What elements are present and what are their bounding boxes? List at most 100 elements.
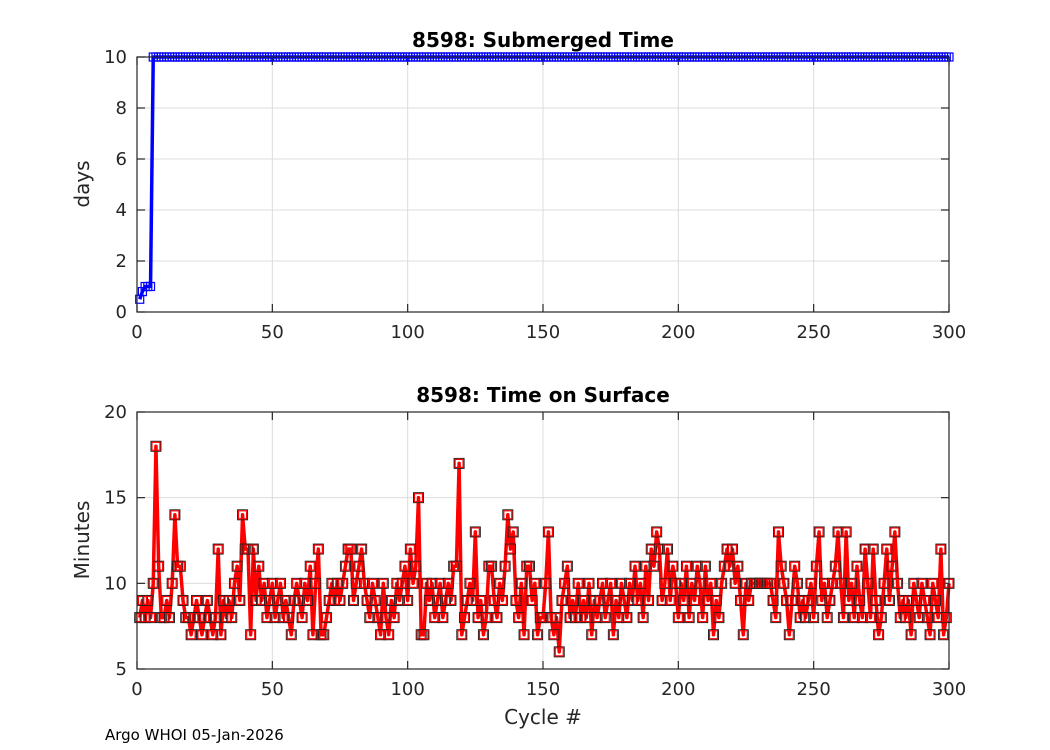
data-point — [354, 561, 364, 571]
data-point — [503, 510, 513, 520]
data-point-outline — [513, 612, 525, 624]
data-point-outline — [261, 612, 273, 624]
data-point-outline — [356, 543, 368, 555]
data-point — [581, 612, 591, 623]
data-point — [151, 441, 161, 451]
data-point — [389, 612, 399, 623]
data-point — [378, 578, 388, 588]
data-point-outline — [561, 560, 573, 572]
y-tick-label: 10 — [104, 573, 127, 594]
data-point — [649, 561, 659, 571]
data-point — [511, 595, 521, 606]
data-point-outline — [196, 629, 208, 641]
data-point-outline — [369, 594, 381, 606]
data-point-outline — [529, 577, 541, 589]
data-point-outline — [299, 577, 311, 589]
data-point-outline — [667, 560, 679, 572]
data-point-outline — [705, 577, 717, 589]
data-point-outline — [678, 594, 690, 606]
data-point — [803, 595, 813, 606]
data-point-outline — [280, 594, 292, 606]
data-point — [319, 630, 329, 640]
x-tick-label: 100 — [390, 322, 424, 343]
data-point — [679, 595, 689, 606]
data-point-outline — [269, 612, 281, 624]
data-point — [419, 630, 429, 640]
data-point-outline — [648, 560, 660, 572]
data-point — [643, 595, 654, 606]
data-point-outline — [708, 629, 720, 641]
data-point-outline — [824, 594, 836, 606]
data-point — [235, 595, 245, 606]
data-point-outline — [445, 594, 457, 606]
data-point — [809, 612, 819, 623]
data-point-outline — [607, 629, 619, 641]
data-point — [413, 493, 424, 503]
data-point — [901, 612, 911, 623]
data-point-outline — [772, 526, 784, 538]
data-point-outline — [480, 612, 492, 624]
y-tick-label: 6 — [116, 149, 127, 170]
data-point — [229, 578, 240, 588]
data-point — [338, 578, 348, 588]
data-point — [676, 578, 686, 588]
data-point-outline — [201, 594, 213, 606]
data-point-outline — [320, 612, 332, 624]
data-point — [549, 630, 559, 640]
data-point — [530, 578, 540, 588]
axes-box — [136, 56, 950, 313]
data-point-outline — [732, 560, 744, 572]
data-point-outline — [599, 612, 611, 624]
data-point-outline — [358, 577, 370, 589]
data-point — [776, 561, 786, 571]
data-point-outline — [293, 594, 305, 606]
data-point-outline — [832, 526, 844, 538]
y-axis-label: days — [70, 160, 94, 207]
data-point — [216, 630, 226, 640]
data-point — [668, 561, 678, 571]
data-point — [887, 561, 897, 571]
x-tick-label: 300 — [932, 679, 966, 700]
data-point — [481, 612, 491, 623]
data-point-outline — [713, 612, 725, 624]
y-axis-label: Minutes — [70, 501, 94, 580]
data-point — [465, 578, 475, 588]
data-point-outline — [867, 543, 879, 555]
data-point-outline — [505, 543, 517, 555]
data-point-outline — [496, 594, 508, 606]
data-point-outline — [207, 629, 219, 641]
data-point-outline — [348, 594, 360, 606]
data-point — [790, 561, 800, 571]
data-point — [476, 595, 486, 606]
data-point-outline — [469, 526, 481, 538]
data-point — [578, 595, 589, 606]
data-point — [822, 612, 832, 623]
data-point-outline — [621, 612, 633, 624]
y-tick-label: 15 — [104, 488, 127, 509]
data-point-outline — [716, 577, 728, 589]
data-point-outline — [883, 594, 895, 606]
data-point — [254, 561, 264, 571]
data-point-outline — [921, 612, 933, 624]
data-point-outline — [523, 560, 535, 572]
data-point — [711, 595, 721, 606]
data-point — [665, 595, 675, 606]
data-point-outline — [366, 577, 378, 589]
data-point-outline — [372, 612, 384, 624]
data-point — [143, 595, 153, 606]
data-point — [652, 527, 662, 537]
data-point — [554, 647, 564, 657]
data-point — [714, 612, 724, 623]
data-point — [213, 544, 223, 554]
data-point — [560, 578, 570, 588]
data-point — [224, 595, 234, 606]
data-point — [938, 630, 949, 640]
data-point — [871, 595, 881, 606]
data-point — [459, 612, 470, 623]
data-point-outline — [540, 577, 552, 589]
data-point-outline — [510, 594, 522, 606]
data-point-outline — [364, 612, 376, 624]
data-point — [700, 561, 711, 571]
data-point — [811, 561, 821, 571]
data-point — [906, 630, 916, 640]
